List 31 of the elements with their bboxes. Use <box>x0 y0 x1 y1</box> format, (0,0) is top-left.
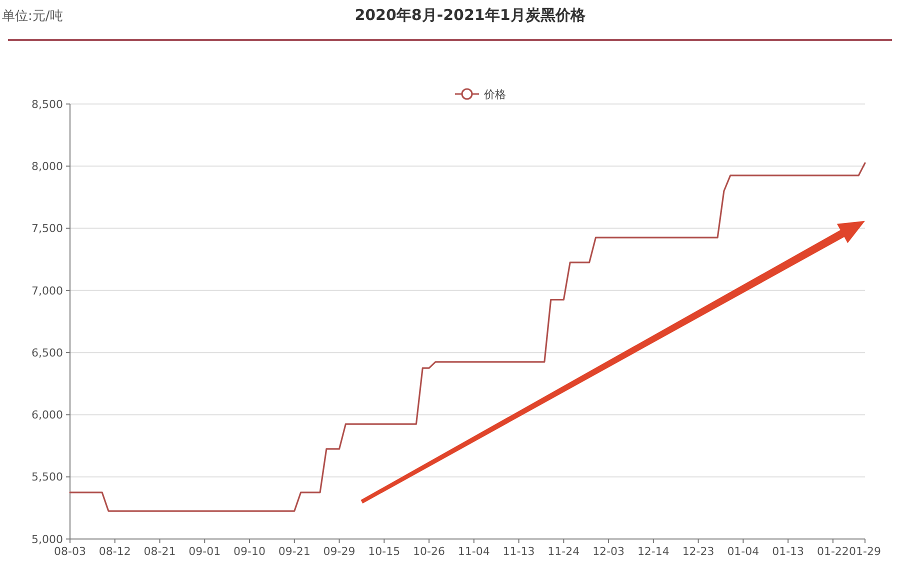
x-tick-label: 12-14 <box>637 545 670 558</box>
y-tick-label: 5,500 <box>32 470 63 484</box>
x-tick-label: 09-01 <box>188 545 221 558</box>
chart-title: 2020年8月-2021年1月炭黑价格 <box>354 6 586 24</box>
y-tick-label: 7,500 <box>32 222 63 236</box>
line-series <box>69 162 866 512</box>
y-tick-label: 5,000 <box>32 532 63 546</box>
x-tick-label: 08-12 <box>98 545 131 558</box>
x-tick-label: 01-04 <box>727 545 760 558</box>
y-tick-label: 7,000 <box>32 284 63 298</box>
x-tick-label: 10-15 <box>368 545 400 558</box>
y-tick-label: 6,500 <box>32 346 63 360</box>
y-tick-label: 8,000 <box>32 160 63 173</box>
text: 单位:元/吨 <box>2 9 63 24</box>
x-tick-label: 08-03 <box>54 545 86 558</box>
y-tick-label: 8,500 <box>32 98 63 111</box>
x-tick-label: 11-13 <box>502 545 535 558</box>
x-tick-label: 08-21 <box>144 545 176 558</box>
x-tick-label: 09-21 <box>278 545 310 558</box>
y-tick-label: 6,000 <box>32 408 63 422</box>
x-tick-label: 10-26 <box>413 545 446 558</box>
x-tick-label: 09-29 <box>323 545 356 558</box>
legend-label: 价格 <box>483 88 506 101</box>
x-tick-label: 01-13 <box>772 545 804 558</box>
x-tick-label: 01-29 <box>849 545 881 558</box>
x-tick-label: 11-24 <box>548 545 580 558</box>
x-tick-label: 09-10 <box>234 545 266 558</box>
x-tick-label: 12-23 <box>682 545 714 558</box>
x-tick-label: 11-04 <box>458 545 490 558</box>
x-tick-label: 12-03 <box>592 545 625 558</box>
x-tick-label: 01-22 <box>816 545 849 558</box>
